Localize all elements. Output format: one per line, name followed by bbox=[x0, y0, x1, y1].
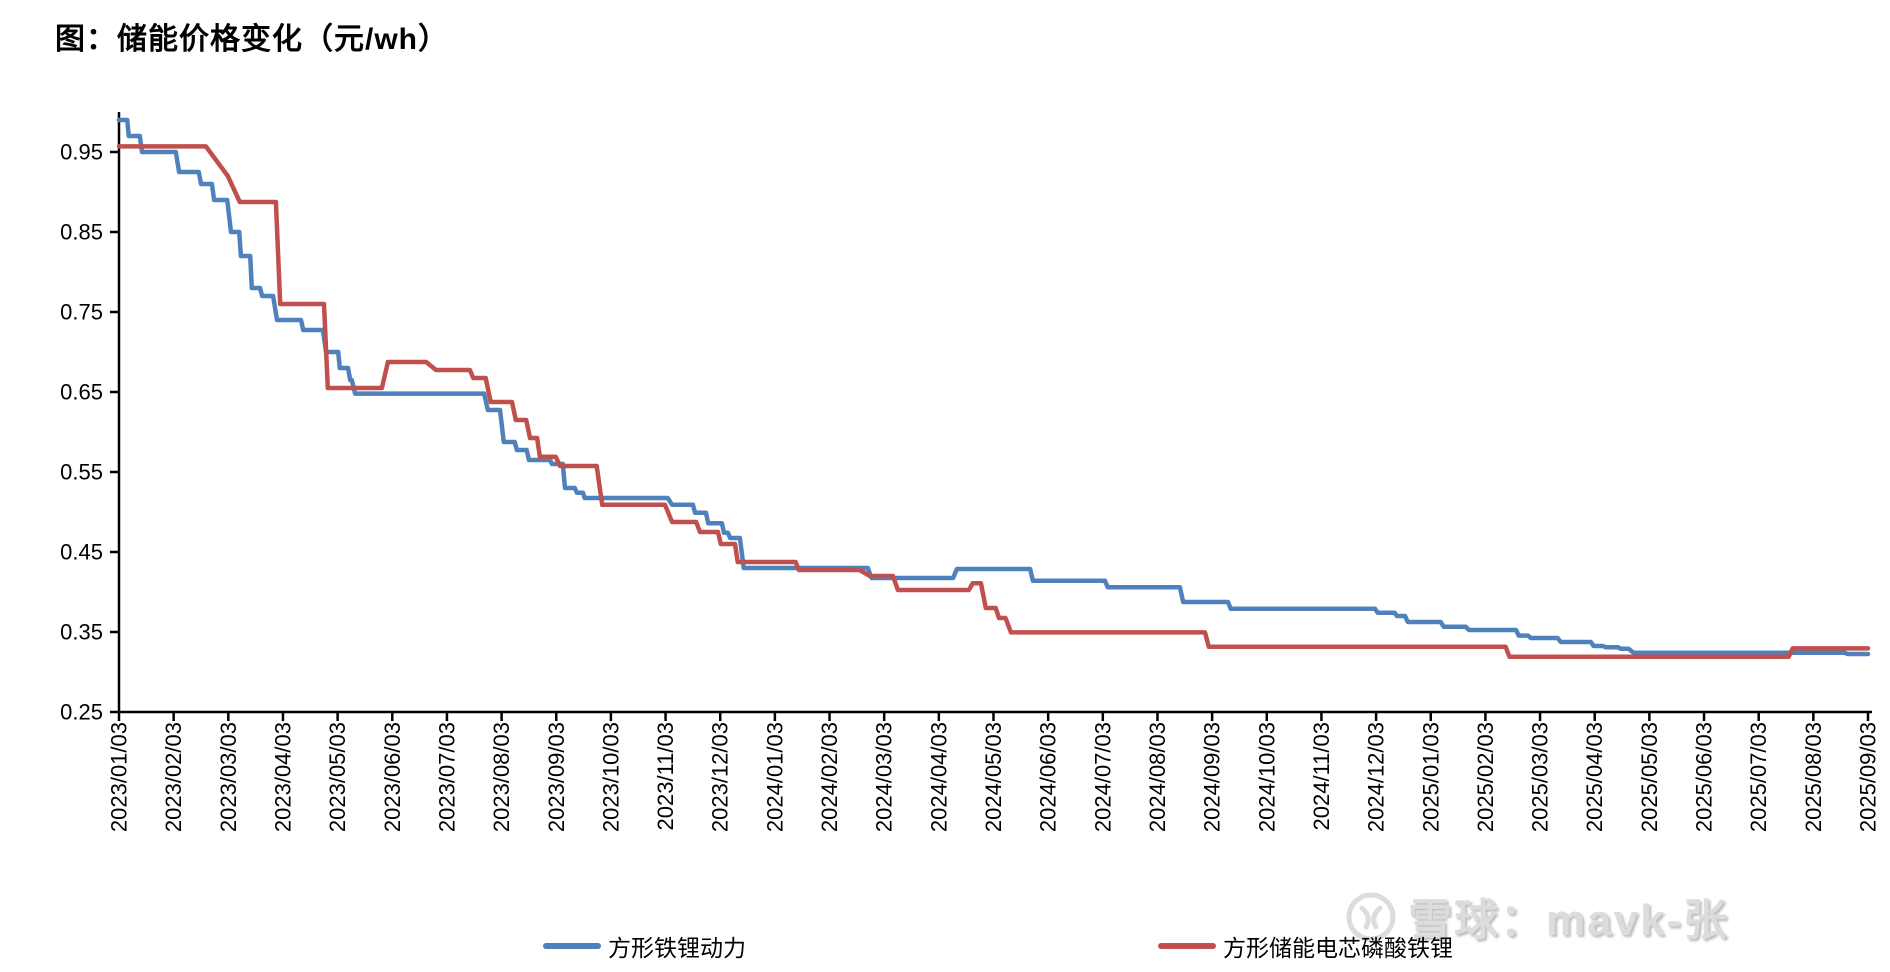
x-axis-tick-label: 2025/02/03 bbox=[1473, 722, 1498, 832]
x-axis-tick-label: 2023/04/03 bbox=[270, 722, 295, 832]
watermark-text: 雪球：mavk-张 bbox=[1408, 896, 1730, 945]
series-line-0 bbox=[116, 117, 1871, 657]
x-axis-tick-label: 2024/08/03 bbox=[1145, 722, 1170, 832]
x-axis-tick-label: 2023/10/03 bbox=[598, 722, 623, 832]
x-axis-tick-label: 2024/05/03 bbox=[981, 722, 1006, 832]
x-axis-tick-label: 2025/04/03 bbox=[1582, 722, 1607, 832]
x-axis-tick-label: 2023/12/03 bbox=[708, 722, 733, 832]
x-axis-tick-label: 2024/10/03 bbox=[1254, 722, 1279, 832]
x-axis-tick-label: 2023/06/03 bbox=[380, 722, 405, 832]
x-axis-tick-label: 2024/04/03 bbox=[926, 722, 951, 832]
x-axis-tick-label: 2024/11/03 bbox=[1309, 722, 1334, 830]
x-axis-tick-label: 2025/06/03 bbox=[1692, 722, 1717, 832]
page-title: 图：储能价格变化（元/wh） bbox=[55, 23, 449, 56]
x-axis-tick-label: 2025/07/03 bbox=[1746, 722, 1771, 832]
y-axis-tick-label: 0.55 bbox=[60, 460, 103, 485]
legend-label: 方形铁锂动力 bbox=[608, 935, 746, 961]
x-axis-tick-label: 2025/08/03 bbox=[1801, 722, 1826, 832]
x-axis-tick-label: 2024/01/03 bbox=[762, 722, 787, 832]
x-axis-tick-label: 2023/05/03 bbox=[325, 722, 350, 832]
y-axis-tick-label: 0.75 bbox=[60, 300, 103, 325]
x-axis-tick-label: 2024/06/03 bbox=[1036, 722, 1061, 832]
watermark: 雪球：mavk-张 bbox=[1342, 884, 1729, 948]
x-axis-tick-label: 2023/08/03 bbox=[489, 722, 514, 832]
y-axis-tick-label: 0.25 bbox=[60, 700, 103, 725]
x-axis-tick-label: 2025/03/03 bbox=[1528, 722, 1553, 832]
chart-legend: 方形铁锂动力 方形储能电芯磷酸铁锂 bbox=[0, 928, 1890, 968]
x-axis-tick-label: 2025/01/03 bbox=[1418, 722, 1443, 832]
y-axis-tick-label: 0.35 bbox=[60, 620, 103, 645]
legend-label: 方形储能电芯磷酸铁锂 bbox=[1223, 935, 1453, 961]
x-axis-tick-label: 2024/03/03 bbox=[872, 722, 897, 832]
y-axis-tick-label: 0.95 bbox=[60, 140, 103, 165]
legend-item-storage-cell: 方形储能电芯磷酸铁锂 bbox=[1158, 928, 1453, 964]
y-axis-tick-label: 0.45 bbox=[60, 540, 103, 565]
x-axis-tick-label: 2023/03/03 bbox=[216, 722, 241, 832]
x-axis-tick-label: 2024/02/03 bbox=[817, 722, 842, 832]
legend-item-power-cell: 方形铁锂动力 bbox=[543, 928, 746, 964]
x-axis-tick-label: 2023/09/03 bbox=[544, 722, 569, 832]
x-axis-tick-label: 2023/02/03 bbox=[161, 722, 186, 832]
x-axis-tick-label: 2023/01/03 bbox=[107, 722, 132, 832]
x-axis-tick-label: 2023/07/03 bbox=[434, 722, 459, 832]
xueqiu-logo-icon bbox=[1346, 892, 1396, 942]
y-axis-tick-label: 0.65 bbox=[60, 380, 103, 405]
x-axis-tick-label: 2025/09/03 bbox=[1856, 722, 1881, 832]
legend-line-sample-blue bbox=[543, 943, 601, 949]
series-line-1 bbox=[116, 144, 1871, 660]
y-axis-tick-label: 0.85 bbox=[60, 220, 103, 245]
x-axis-tick-label: 2024/12/03 bbox=[1364, 722, 1389, 832]
x-axis-tick-label: 2025/05/03 bbox=[1637, 722, 1662, 832]
x-axis-tick-label: 2024/09/03 bbox=[1200, 722, 1225, 832]
legend-line-sample-red bbox=[1158, 943, 1216, 949]
x-axis-tick-label: 2023/11/03 bbox=[653, 722, 678, 830]
x-axis-tick-label: 2024/07/03 bbox=[1090, 722, 1115, 832]
